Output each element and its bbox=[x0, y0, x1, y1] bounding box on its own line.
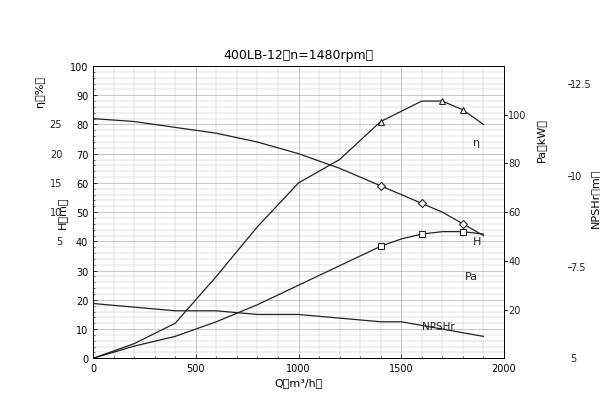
Text: 15: 15 bbox=[50, 179, 62, 188]
Text: 7.5: 7.5 bbox=[570, 262, 585, 272]
Text: H: H bbox=[473, 237, 482, 247]
Text: 60: 60 bbox=[508, 208, 520, 217]
Y-axis label: H（m）: H（m） bbox=[57, 196, 67, 229]
Text: 5: 5 bbox=[56, 237, 62, 247]
Text: 10: 10 bbox=[50, 208, 62, 217]
Text: NPSHr: NPSHr bbox=[422, 321, 455, 331]
Text: 20: 20 bbox=[508, 305, 520, 315]
Text: 40: 40 bbox=[508, 256, 520, 266]
Text: 80: 80 bbox=[508, 159, 520, 169]
Text: η: η bbox=[473, 138, 481, 148]
Text: NPSHr（m）: NPSHr（m） bbox=[589, 168, 599, 228]
Text: η（%）: η（%） bbox=[35, 76, 44, 107]
Text: 25: 25 bbox=[50, 120, 62, 130]
Text: 10: 10 bbox=[570, 171, 582, 181]
Text: 100: 100 bbox=[508, 111, 526, 120]
Text: Pa: Pa bbox=[465, 272, 478, 282]
Title: 400LB-12（n=1480rpm）: 400LB-12（n=1480rpm） bbox=[223, 49, 374, 62]
X-axis label: Q（m³/h）: Q（m³/h） bbox=[274, 377, 323, 387]
Text: Pa（kW）: Pa（kW） bbox=[536, 118, 546, 162]
Text: 20: 20 bbox=[50, 149, 62, 159]
Text: 12.5: 12.5 bbox=[570, 80, 592, 90]
Text: 5: 5 bbox=[570, 354, 576, 363]
